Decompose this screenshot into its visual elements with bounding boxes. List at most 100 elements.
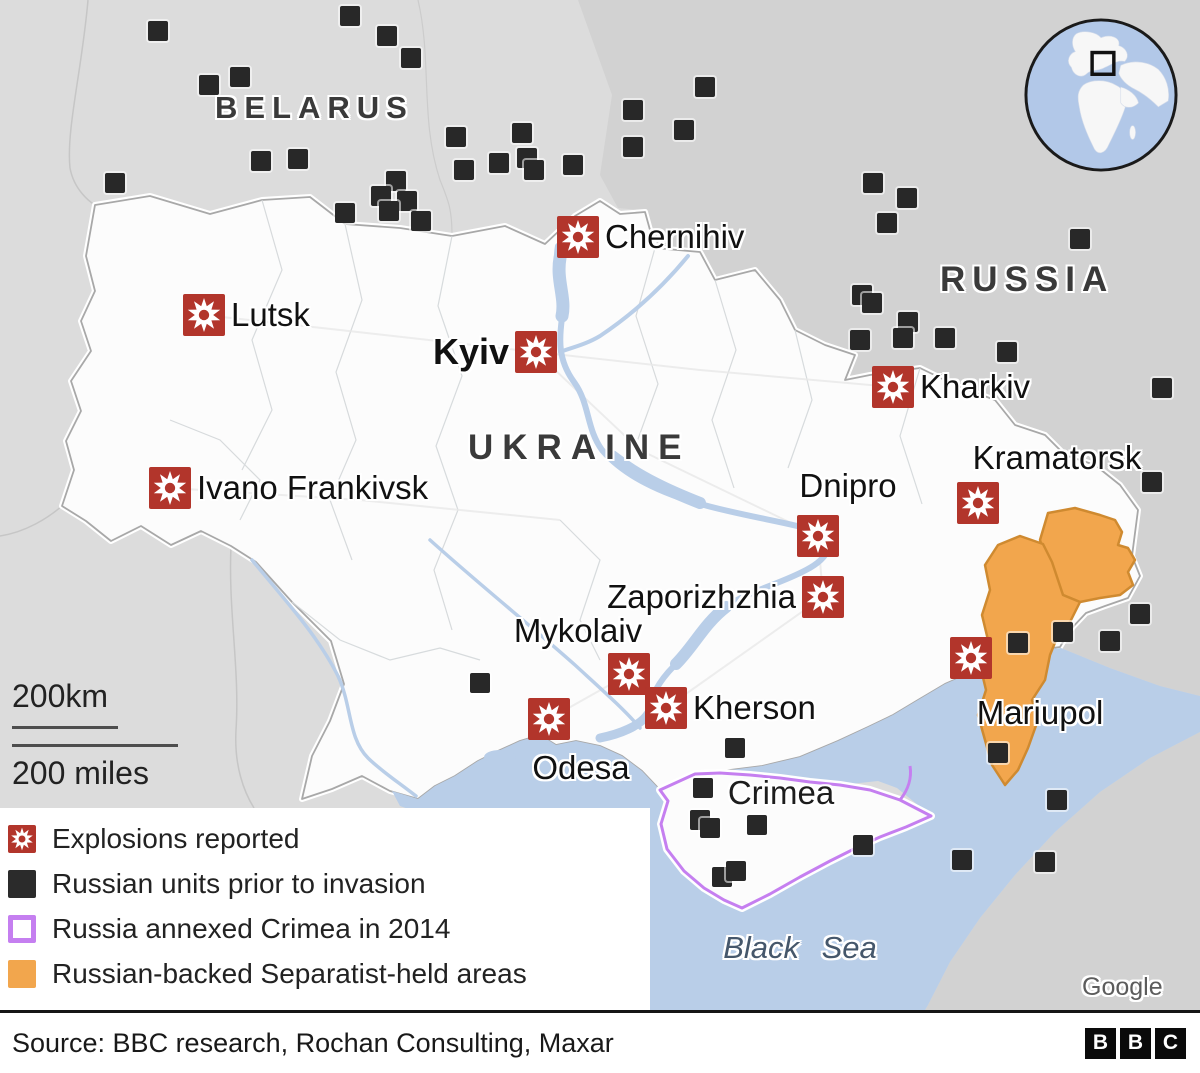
city-label: Kyiv	[432, 331, 509, 372]
russian-unit-square	[1070, 229, 1090, 249]
map-canvas: BELARUS UKRAINE RUSSIA Crimea Black Sea …	[0, 0, 1200, 1010]
explosion-marker-icon	[957, 482, 999, 524]
russian-unit-square	[563, 155, 583, 175]
city-label: Lutsk	[231, 296, 310, 333]
globe-ukraine-locator	[1090, 50, 1116, 76]
legend-label: Russia annexed Crimea in 2014	[52, 912, 451, 944]
bbc-logo-letter: B	[1085, 1027, 1116, 1059]
russian-unit-square	[700, 818, 720, 838]
russian-unit-square	[695, 77, 715, 97]
russia-land-south	[925, 732, 1200, 1010]
russian-unit-square	[674, 120, 694, 140]
russian-unit-square	[893, 328, 913, 348]
explosion-marker-icon	[515, 331, 557, 373]
source-credit: Source: BBC research, Rochan Consulting,…	[12, 1027, 614, 1058]
city-label: Mariupol	[976, 694, 1104, 731]
country-label-belarus: BELARUS	[215, 90, 414, 125]
explosion-marker-icon	[528, 698, 570, 740]
russian-unit-square	[747, 815, 767, 835]
bbc-logo-letter: B	[1120, 1027, 1151, 1059]
city-label: Ivano Frankivsk	[197, 469, 429, 506]
city-label: Kramatorsk	[972, 439, 1142, 476]
russian-unit-square	[725, 738, 745, 758]
russian-unit-square	[898, 312, 918, 332]
russian-unit-square	[386, 171, 406, 191]
globe-inset	[1022, 16, 1180, 174]
russian-unit-square	[148, 21, 168, 41]
russian-unit-square	[1130, 604, 1150, 624]
legend-label: Russian-backed Separatist-held areas	[52, 957, 527, 989]
legend-item-unit: Russian units prior to invasion	[8, 867, 650, 899]
oblast-borders	[169, 199, 923, 661]
russian-unit-square	[863, 173, 883, 193]
roads	[169, 314, 894, 720]
russian-unit-square	[850, 330, 870, 350]
explosion-marker-icon	[608, 653, 650, 695]
russia-land	[578, 0, 1200, 696]
bbc-logo-letter: C	[1155, 1027, 1186, 1059]
explosion-marker-icon	[149, 467, 191, 509]
footer-divider	[0, 1010, 1200, 1013]
russian-unit-square	[877, 213, 897, 233]
russian-unit-square	[335, 203, 355, 223]
dnieper-river	[250, 243, 832, 798]
separatist-area-legend-icon	[8, 959, 36, 988]
crimea-label: Crimea	[727, 774, 835, 811]
city-label: Dnipro	[799, 467, 897, 504]
russian-unit-square	[988, 743, 1008, 763]
scale-bar: 200km 200 miles	[12, 680, 178, 789]
russian-unit-square	[199, 75, 219, 95]
russian-unit-square	[1100, 631, 1120, 651]
russian-unit-legend-icon	[8, 869, 36, 898]
russian-unit-square	[446, 127, 466, 147]
russian-unit-square	[524, 160, 544, 180]
scale-km-label: 200km	[12, 678, 109, 714]
legend-item-separatist: Russian-backed Separatist-held areas	[8, 957, 650, 989]
russian-unit-square	[853, 835, 873, 855]
city-label: Zaporizhzhia	[607, 578, 796, 615]
russian-unit-square	[411, 211, 431, 231]
russian-unit-square	[105, 173, 125, 193]
google-watermark: Google	[1082, 973, 1163, 1001]
russian-unit-square	[897, 188, 917, 208]
country-label-ukraine: UKRAINE	[468, 428, 691, 467]
russian-unit-square	[997, 342, 1017, 362]
legend-label: Russian units prior to invasion	[52, 867, 426, 899]
dniester-estuary	[484, 750, 516, 764]
legend-panel: Explosions reported Russian units prior t…	[0, 808, 650, 1010]
explosion-marker-icon	[183, 294, 225, 336]
legend-item-crimea: Russia annexed Crimea in 2014	[8, 912, 650, 944]
scale-miles-line	[12, 744, 178, 747]
russian-unit-square	[397, 191, 417, 211]
russian-unit-square	[1142, 472, 1162, 492]
separatist-areas	[976, 506, 1137, 787]
russian-unit-square	[377, 26, 397, 46]
russian-unit-square	[693, 778, 713, 798]
crimea-outline-legend-icon	[8, 914, 36, 943]
city-label: Chernihiv	[605, 218, 745, 255]
russian-unit-square	[230, 67, 250, 87]
city-label: Odesa	[532, 749, 630, 786]
russian-unit-square	[1053, 622, 1073, 642]
country-label-russia: RUSSIA	[940, 260, 1115, 299]
scale-km-line	[12, 726, 118, 729]
legend-item-explosion: Explosions reported	[8, 823, 650, 854]
russian-unit-square	[1047, 790, 1067, 810]
russian-unit-square	[623, 100, 643, 120]
city-label: Mykolaiv	[513, 612, 643, 649]
russian-unit-square	[726, 861, 746, 881]
russian-unit-square	[1035, 852, 1055, 872]
russian-unit-square	[470, 673, 490, 693]
russian-unit-square	[379, 201, 399, 221]
russian-unit-square	[935, 328, 955, 348]
scale-miles-label: 200 miles	[12, 755, 149, 791]
russian-unit-square	[1008, 633, 1028, 653]
black-sea-label: Black Sea	[723, 930, 877, 965]
explosion-legend-icon	[8, 824, 36, 853]
russian-unit-square	[512, 123, 532, 143]
explosion-marker-icon	[950, 637, 992, 679]
russian-unit-square	[251, 151, 271, 171]
explosion-marker-icon	[557, 216, 599, 258]
